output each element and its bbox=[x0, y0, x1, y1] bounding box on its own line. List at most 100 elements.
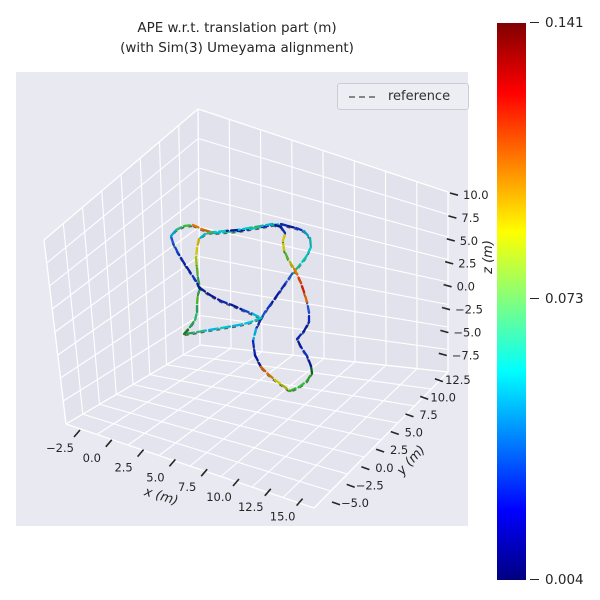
x-tick-label: 12.5 bbox=[238, 500, 264, 514]
trajectory-segment bbox=[269, 292, 280, 306]
trajectory-segment bbox=[308, 236, 313, 249]
z-tick-mark bbox=[448, 215, 457, 219]
trajectory-segment bbox=[279, 225, 287, 235]
trajectory-segment bbox=[263, 302, 273, 314]
trajectory-segment bbox=[273, 378, 284, 387]
y-tick-mark bbox=[390, 430, 400, 436]
trajectory-segment bbox=[309, 364, 314, 375]
trajectory-segment bbox=[297, 379, 309, 389]
z-tick-label: −7.5 bbox=[452, 348, 480, 362]
chart-title-line2: (with Sim(3) Umeyama alignment) bbox=[120, 40, 354, 57]
trajectory-segment bbox=[182, 261, 192, 274]
trajectory-segment bbox=[304, 245, 313, 259]
x-tick-label: 10.0 bbox=[206, 490, 232, 504]
y-tick-mark bbox=[405, 413, 414, 418]
pane-edges bbox=[43, 108, 449, 509]
trajectory-segment bbox=[223, 228, 239, 233]
trajectory-segment bbox=[191, 223, 206, 232]
y-tick-mark bbox=[419, 395, 429, 400]
z-tick-mark bbox=[438, 352, 448, 357]
y-tick-mark bbox=[434, 378, 444, 383]
z-axis-label: z (m) bbox=[481, 240, 496, 275]
y-tick-label: 2.5 bbox=[390, 443, 408, 457]
trajectory-segment bbox=[213, 325, 229, 331]
trajectory-segment bbox=[297, 255, 308, 268]
chart-title: APE w.r.t. translation part (m) (with Si… bbox=[0, 18, 474, 59]
y-tick-label: 7.5 bbox=[419, 408, 437, 422]
trajectory-segment bbox=[302, 229, 312, 240]
trajectory-segment bbox=[190, 329, 205, 335]
trajectory-segment bbox=[194, 256, 199, 270]
y-tick-label: −2.5 bbox=[356, 478, 384, 492]
trajectory-segment bbox=[254, 317, 263, 331]
floor-pane bbox=[66, 345, 448, 508]
x-tick-label: 2.5 bbox=[114, 461, 132, 475]
y-tick-mark bbox=[331, 501, 341, 506]
z-tick-label: 0.0 bbox=[457, 280, 475, 294]
colorbar-tick-mark bbox=[530, 298, 539, 300]
y-tick-mark bbox=[375, 448, 385, 453]
x-tick-label: 15.0 bbox=[270, 510, 296, 524]
trajectory-segment bbox=[291, 265, 299, 276]
x-tick-label: 5.0 bbox=[146, 470, 164, 484]
y-tick-label: 5.0 bbox=[405, 426, 423, 440]
trajectory-segment bbox=[236, 227, 252, 233]
trajectory-segment bbox=[208, 293, 223, 303]
z-tick-label: 2.5 bbox=[458, 257, 476, 271]
z-tick-mark bbox=[440, 329, 449, 334]
x-tick-mark bbox=[264, 488, 272, 497]
colorbar bbox=[497, 23, 526, 580]
z-tick-mark bbox=[443, 283, 452, 288]
grid-lines bbox=[46, 119, 449, 498]
trajectory-segment bbox=[169, 234, 175, 245]
trajectory-segment bbox=[195, 292, 200, 305]
y-tick-label: 12.5 bbox=[445, 373, 471, 387]
trajectory-segment bbox=[241, 308, 255, 316]
z-tick-label: −5.0 bbox=[453, 325, 481, 339]
trajectory-segment bbox=[235, 226, 251, 232]
trajectory-segment bbox=[279, 222, 290, 228]
trajectory-segment bbox=[197, 232, 207, 241]
x-tick-mark bbox=[73, 429, 81, 438]
z-tick-label: 10.0 bbox=[463, 188, 489, 202]
z-tick-mark bbox=[446, 238, 456, 242]
trajectory-segment bbox=[251, 327, 258, 343]
trajectory-segment bbox=[305, 300, 311, 314]
trajectory-segment bbox=[302, 320, 311, 333]
trajectory-segment bbox=[259, 365, 270, 376]
x-tick-label: 7.5 bbox=[178, 480, 196, 494]
y-tick-label: 10.0 bbox=[430, 390, 456, 404]
tick-labels: −2.5 0.0 2.5 5.0 7.5 10.0 12.5 15.0 −5.0 −2.5 0.0 2… bbox=[46, 188, 489, 524]
legend[interactable]: reference bbox=[337, 83, 469, 110]
trajectory-segment bbox=[230, 303, 245, 312]
trajectory-segment bbox=[299, 281, 306, 294]
trajectory-segment bbox=[302, 290, 309, 304]
trajectory-segment bbox=[249, 316, 263, 324]
x-tick-label: −2.5 bbox=[46, 441, 74, 455]
trajectory-segment bbox=[288, 385, 301, 393]
trajectory-segment bbox=[182, 325, 192, 336]
trajectory-segment bbox=[281, 239, 286, 252]
trajectory-segment bbox=[276, 282, 287, 296]
trajectory-segment bbox=[294, 226, 306, 233]
trajectory-segment bbox=[251, 339, 257, 357]
trajectory-segment bbox=[253, 353, 263, 369]
z-tick-label: 7.5 bbox=[461, 211, 479, 225]
trajectory-segment bbox=[219, 299, 234, 307]
x-tick-mark bbox=[136, 449, 145, 458]
y-tick-mark bbox=[361, 466, 370, 471]
trajectory-segment bbox=[286, 257, 295, 269]
trajectory-segment bbox=[282, 248, 290, 261]
trajectory-segment bbox=[188, 318, 197, 329]
legend-item-reference: reference bbox=[388, 89, 451, 104]
trajectory-segment bbox=[198, 286, 212, 297]
colorbar-tick-label: 0.004 bbox=[545, 572, 584, 588]
trajectory-segment bbox=[237, 320, 253, 327]
chart-title-line1: APE w.r.t. translation part (m) bbox=[137, 20, 337, 36]
y-tick-label: 0.0 bbox=[375, 461, 393, 475]
trajectory-segment bbox=[176, 251, 186, 265]
z-tick-mark bbox=[441, 306, 451, 311]
trajectory-segment bbox=[195, 237, 201, 250]
